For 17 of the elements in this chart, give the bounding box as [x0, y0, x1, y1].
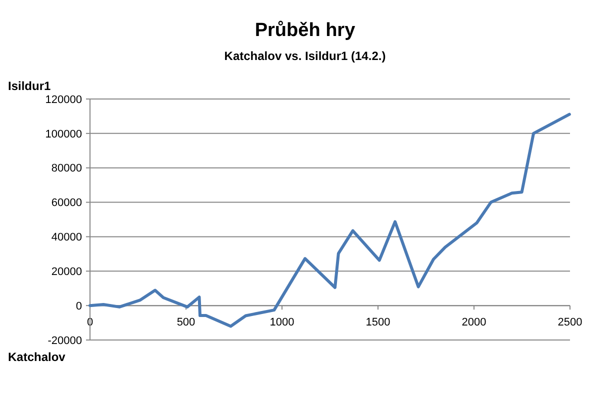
y-tick-label: 0 — [76, 300, 82, 312]
chart-title: Průběh hry — [254, 20, 356, 41]
x-axis-title: Katchalov — [8, 350, 66, 364]
y-tick-label: 60000 — [51, 197, 82, 210]
x-tick-label: 2500 — [558, 316, 582, 329]
x-tick-label: 500 — [176, 316, 196, 329]
y-axis-title: Isildur1 — [8, 79, 52, 93]
y-tick-label: 100000 — [45, 128, 82, 140]
x-tick-label: 2000 — [462, 316, 486, 329]
y-tick-label: -20000 — [48, 334, 82, 347]
y-tick-label: 120000 — [45, 94, 82, 106]
x-tick-label: 1500 — [366, 316, 390, 329]
y-tick-label: 80000 — [51, 162, 82, 175]
chart-subtitle: Katchalov vs. Isildur1 (14.2.) — [224, 49, 386, 63]
y-tick-label: 40000 — [51, 232, 82, 244]
y-tick-label: 20000 — [51, 266, 82, 278]
x-tick-label: 1000 — [270, 316, 294, 329]
